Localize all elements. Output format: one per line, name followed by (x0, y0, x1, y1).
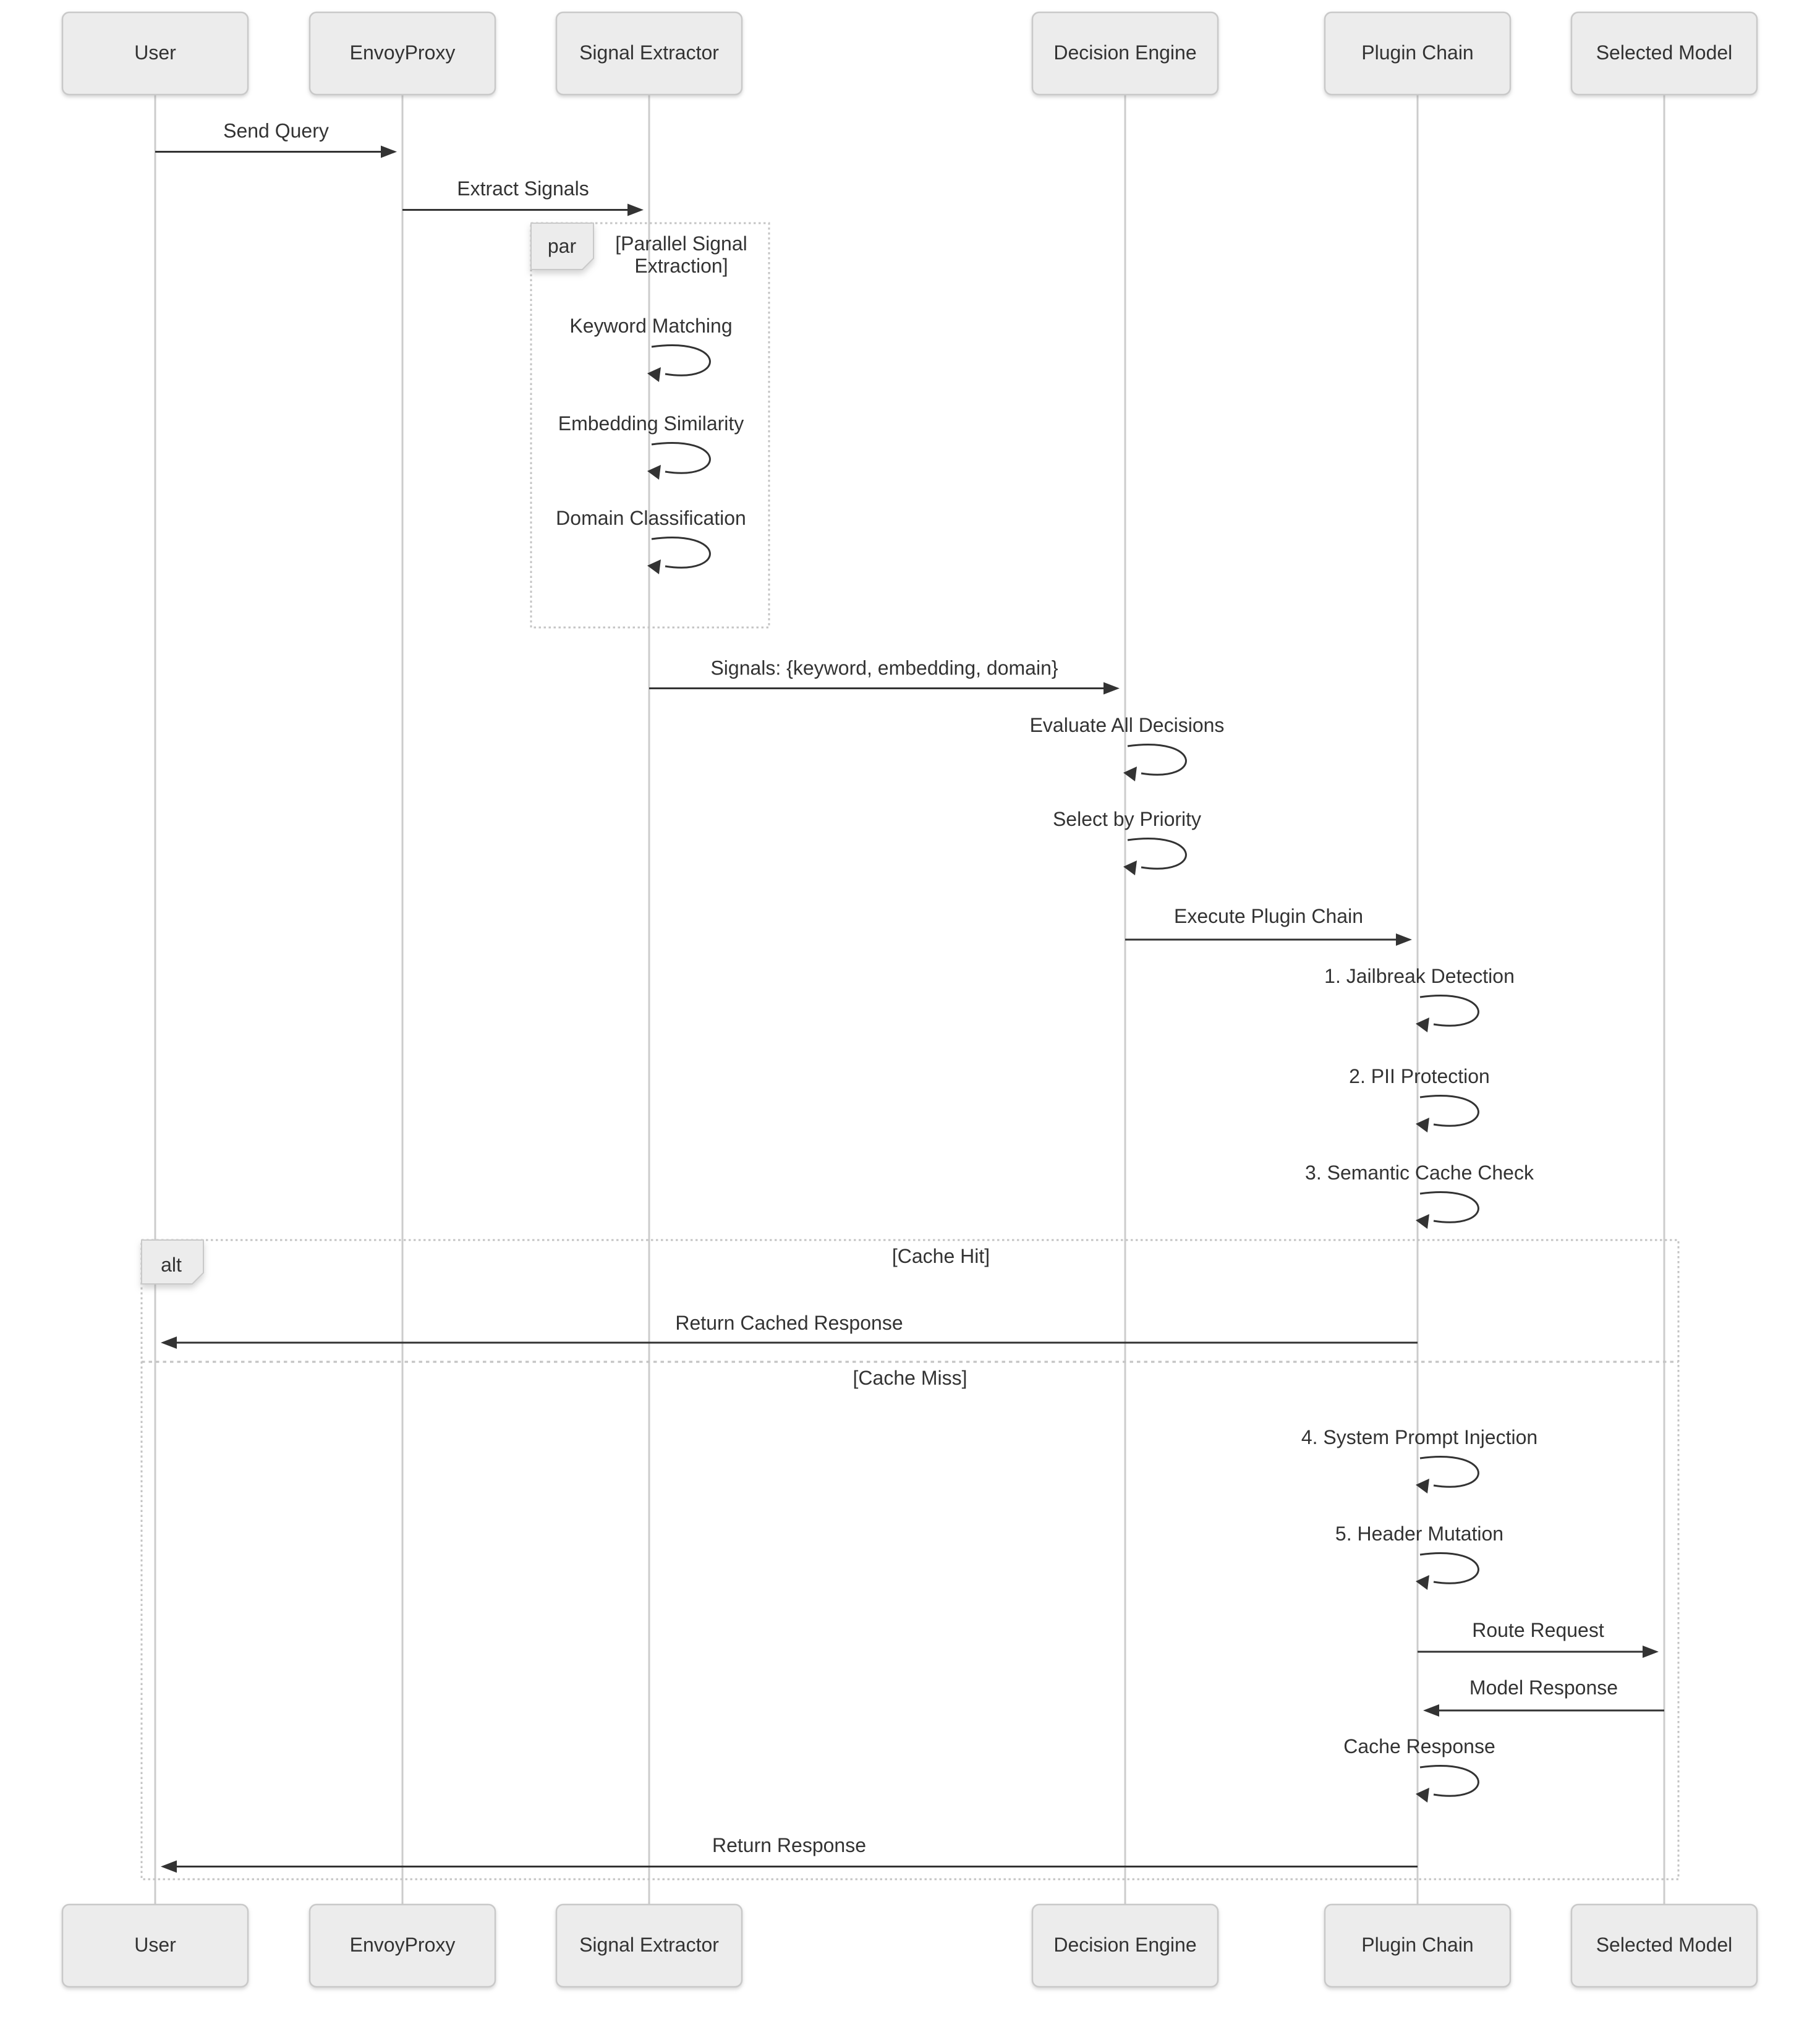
svg-text:Embedding Similarity: Embedding Similarity (558, 412, 744, 435)
svg-text:Cache Response: Cache Response (1343, 1735, 1495, 1757)
svg-text:[Parallel Signal: [Parallel Signal (615, 232, 747, 255)
svg-text:Extraction]: Extraction] (634, 255, 728, 277)
svg-text:Plugin Chain: Plugin Chain (1361, 1934, 1473, 1956)
svg-text:[Cache Miss]: [Cache Miss] (853, 1367, 967, 1389)
svg-text:par: par (548, 235, 577, 257)
svg-text:2. PII Protection: 2. PII Protection (1349, 1065, 1490, 1087)
svg-text:Select by Priority: Select by Priority (1053, 808, 1201, 830)
svg-text:Signal Extractor: Signal Extractor (579, 41, 719, 64)
svg-text:Execute Plugin Chain: Execute Plugin Chain (1174, 905, 1363, 927)
svg-text:EnvoyProxy: EnvoyProxy (350, 1934, 456, 1956)
svg-text:Model Response: Model Response (1469, 1676, 1618, 1699)
svg-text:Selected Model: Selected Model (1596, 1934, 1733, 1956)
svg-text:3. Semantic Cache Check: 3. Semantic Cache Check (1305, 1162, 1534, 1184)
svg-text:Decision Engine: Decision Engine (1053, 1934, 1196, 1956)
svg-text:Decision Engine: Decision Engine (1053, 41, 1196, 64)
svg-text:Return Cached Response: Return Cached Response (675, 1312, 903, 1334)
svg-text:Route Request: Route Request (1472, 1619, 1604, 1641)
svg-text:Return Response: Return Response (712, 1834, 866, 1856)
svg-text:alt: alt (161, 1254, 182, 1276)
svg-text:Extract Signals: Extract Signals (457, 177, 589, 200)
svg-text:Signals: {keyword, embedding,: Signals: {keyword, embedding, domain} (710, 657, 1058, 679)
svg-text:Selected Model: Selected Model (1596, 41, 1733, 64)
svg-text:User: User (134, 1934, 176, 1956)
svg-text:Plugin Chain: Plugin Chain (1361, 41, 1473, 64)
svg-text:Signal Extractor: Signal Extractor (579, 1934, 719, 1956)
svg-text:Evaluate All Decisions: Evaluate All Decisions (1030, 714, 1225, 736)
svg-text:4. System Prompt Injection: 4. System Prompt Injection (1301, 1426, 1537, 1448)
svg-text:Domain Classification: Domain Classification (556, 507, 746, 529)
svg-text:1. Jailbreak Detection: 1. Jailbreak Detection (1324, 965, 1515, 987)
svg-text:5. Header Mutation: 5. Header Mutation (1335, 1523, 1503, 1545)
svg-text:Send Query: Send Query (223, 120, 329, 142)
svg-text:Keyword Matching: Keyword Matching (569, 315, 732, 337)
svg-text:EnvoyProxy: EnvoyProxy (350, 41, 456, 64)
svg-text:User: User (134, 41, 176, 64)
svg-text:[Cache Hit]: [Cache Hit] (892, 1245, 990, 1267)
